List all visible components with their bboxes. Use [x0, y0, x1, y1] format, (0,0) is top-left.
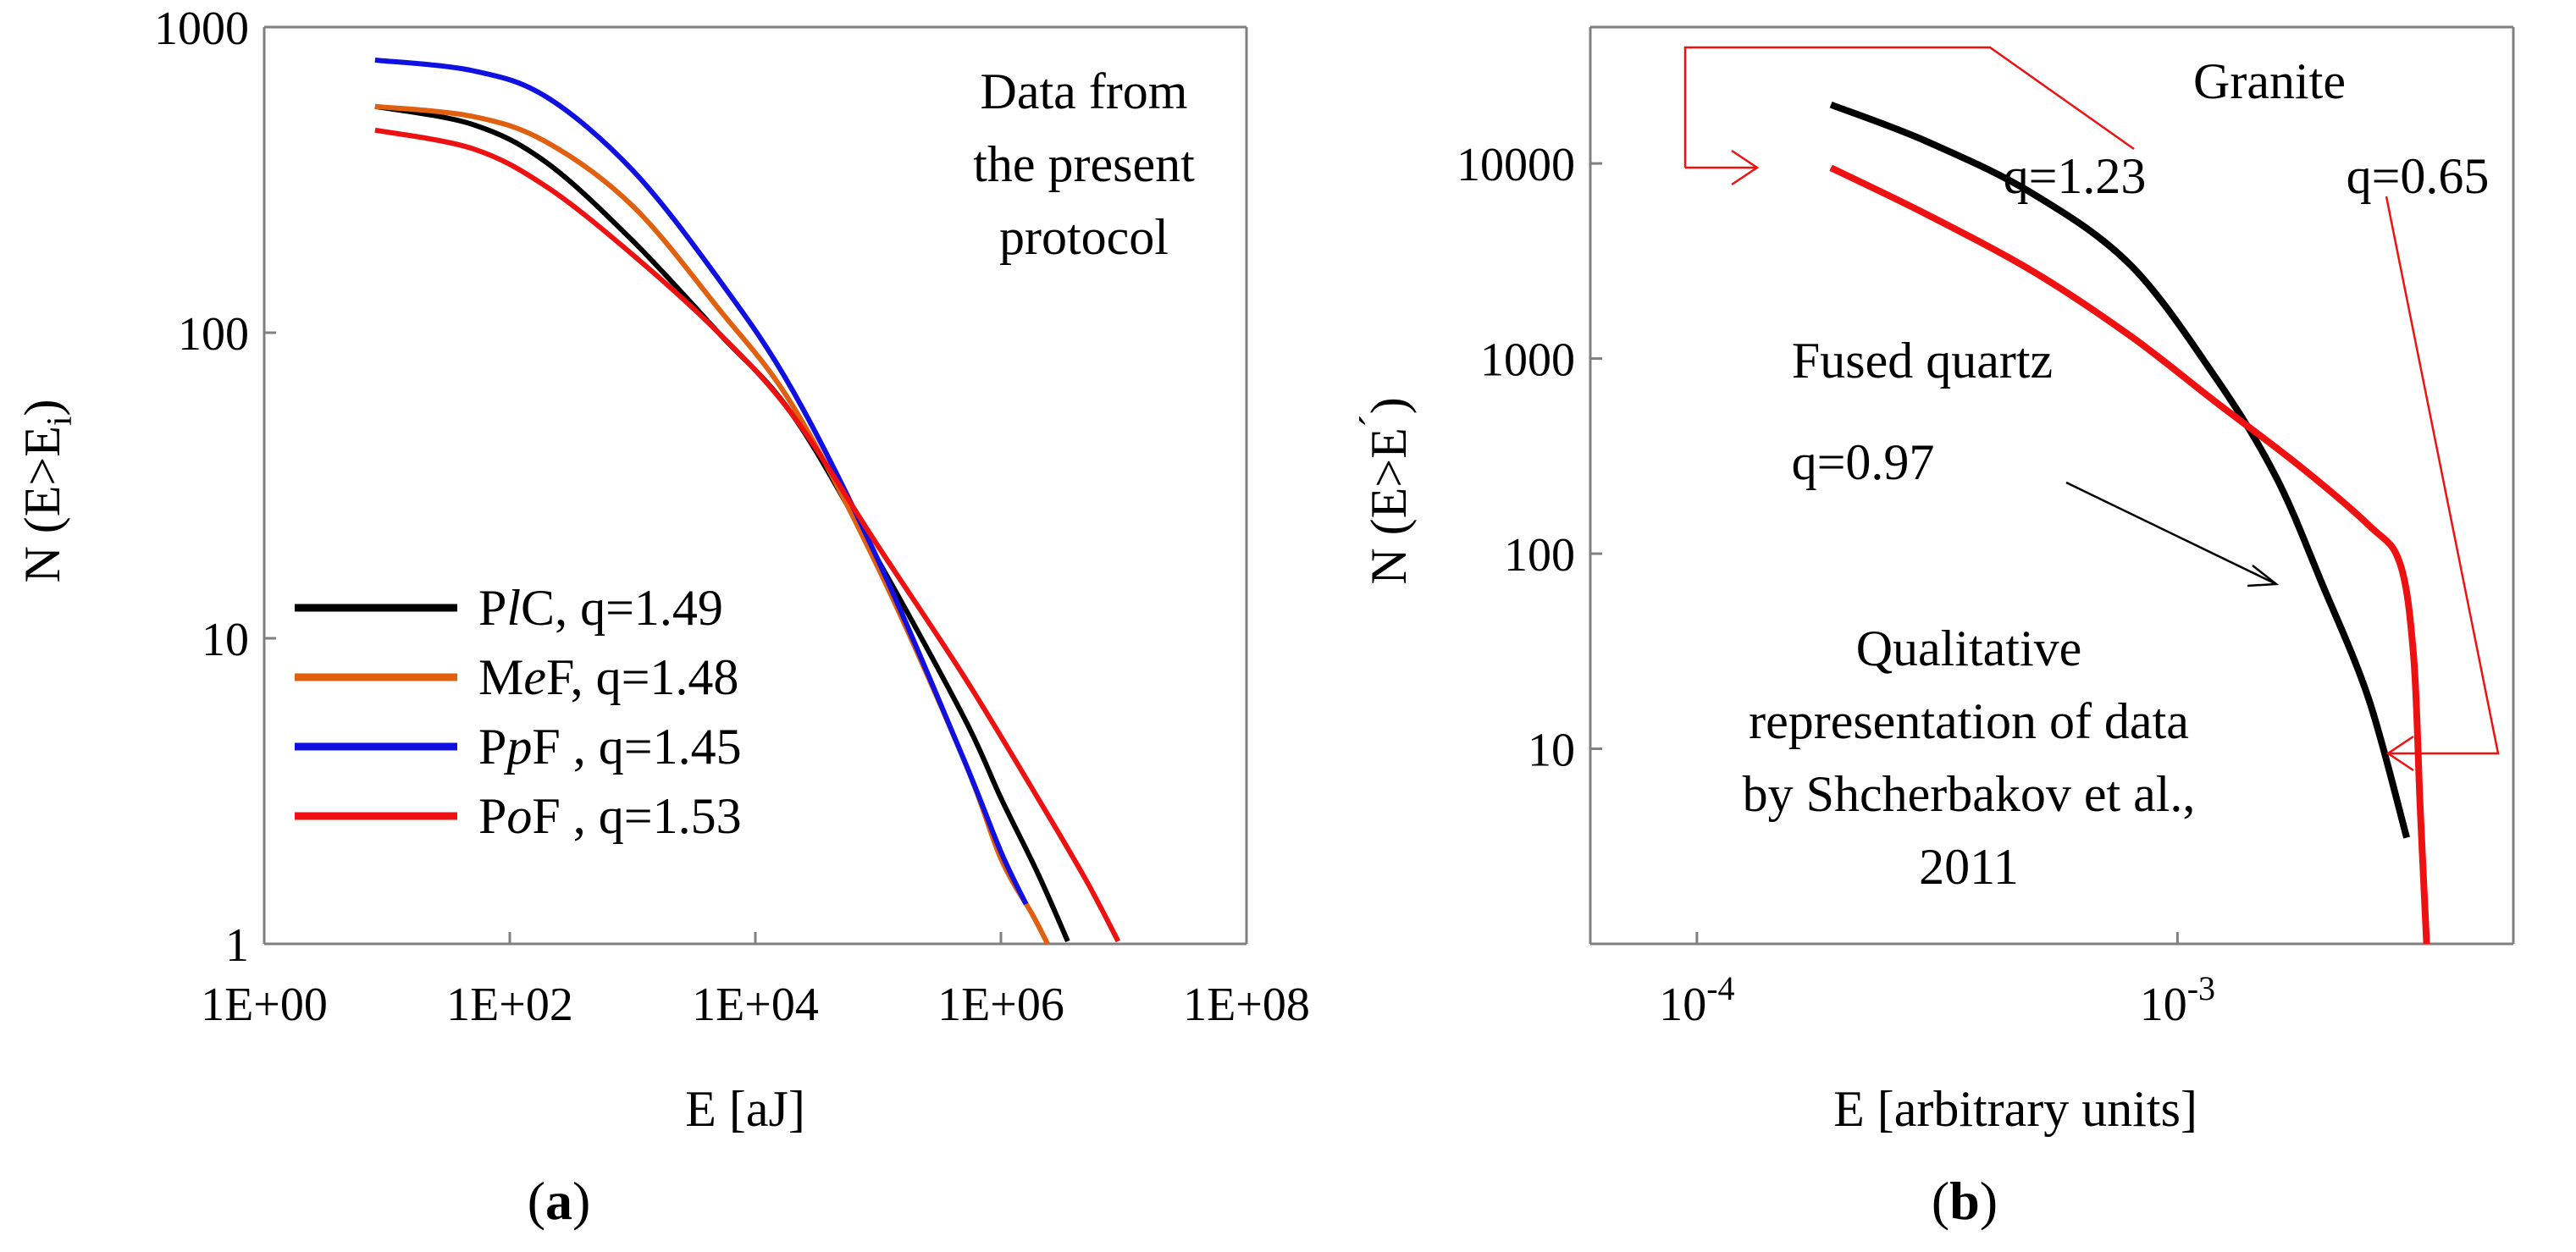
chart-b-annotation-q065: q=0.65	[2347, 148, 2490, 204]
chart-a-annotation-line-1: Data from	[981, 63, 1188, 119]
chart-b-y-tick-label: 100	[1504, 529, 1575, 582]
chart-b-series-granite	[1829, 164, 2430, 945]
chart-a-ylabel: N (E>Ei)	[14, 399, 80, 582]
chart-b-annotation-qualitative-1: Qualitative	[1856, 620, 2082, 676]
chart-b-callout-q097-arrowhead	[2247, 565, 2280, 587]
chart-a-legend-label: MeF, q=1.48	[478, 649, 738, 705]
chart-a-y-tick-label: 100	[178, 308, 249, 361]
chart-b-annotation-qualitative-4: 2011	[1919, 839, 2019, 895]
chart-b-callout-q097	[2065, 481, 2277, 586]
chart-a-series-ppf-q-1-45	[374, 58, 1029, 906]
chart-b-series-fused-quartz	[1829, 101, 2410, 839]
chart-b-callout-q123	[1683, 46, 2135, 168]
chart-a-legend-label: PoF , q=1.53	[478, 788, 742, 844]
chart-a-y-tick-label: 10	[202, 614, 249, 666]
chart-b-annotation-qualitative-2: representation of data	[1749, 693, 2189, 749]
chart-b-ylabel: N (E>E´)	[1352, 397, 1417, 584]
chart-a-y-tick-label: 1	[225, 919, 249, 972]
chart-b-xlabel: E [arbitrary units]	[1833, 1081, 2197, 1137]
chart-a-annotation-line-2: the present	[973, 136, 1195, 192]
chart-b-callout-q065-arrowhead	[2385, 735, 2414, 772]
chart-a-series-mef-q-1-48	[374, 103, 1050, 946]
chart-b-x-tick-label: 10-3	[2140, 969, 2215, 1031]
chart-b: 10-4 10-3 10 100 1000 10000 Granite q=1.23 q…	[1352, 25, 2515, 1231]
chart-b-annotation-q123: q=1.23	[2004, 148, 2147, 204]
chart-b-annotation-fused-quartz: Fused quartz	[1792, 333, 2053, 389]
chart-b-annotation-qualitative-3: by Shcherbakov et al.,	[1743, 766, 2196, 822]
chart-a-x-tick-label: 1E+04	[692, 979, 819, 1031]
chart-b-panel-label: (b)	[1932, 1171, 1998, 1231]
chart-b-x-tick-label: 10-4	[1659, 969, 1734, 1031]
chart-b-callout-q123-arrowhead	[1731, 149, 1760, 186]
chart-a-annotation-line-3: protocol	[999, 209, 1169, 265]
chart-a-panel-label: (a)	[528, 1171, 591, 1231]
chart-a-legend-label: PlC, q=1.49	[478, 580, 723, 636]
chart-a-legend-label: PpF , q=1.45	[478, 719, 742, 775]
chart-a-series-pof-q-1-53	[374, 127, 1121, 943]
chart-b-callout-q065	[2385, 196, 2500, 755]
chart-a-xlabel: E [aJ]	[685, 1081, 805, 1137]
chart-b-y-tick-label: 10000	[1457, 139, 1575, 191]
chart-b-y-tick-label: 10	[1528, 725, 1575, 777]
chart-b-annotation-granite: Granite	[2193, 53, 2346, 109]
chart-a: 1E+00 1E+02 1E+04 1E+06 1E+08 1 10 100 1000 PlC…	[14, 3, 1310, 1231]
chart-a-x-tick-label: 1E+08	[1183, 979, 1310, 1031]
chart-b-y-tick-label: 1000	[1480, 334, 1575, 387]
chart-a-x-tick-label: 1E+00	[201, 979, 328, 1031]
chart-a-y-tick-label: 1000	[154, 3, 249, 55]
chart-b-annotation-q097: q=0.97	[1792, 434, 1935, 490]
chart-a-x-tick-label: 1E+06	[937, 979, 1064, 1031]
chart-a-x-tick-label: 1E+02	[446, 979, 573, 1031]
